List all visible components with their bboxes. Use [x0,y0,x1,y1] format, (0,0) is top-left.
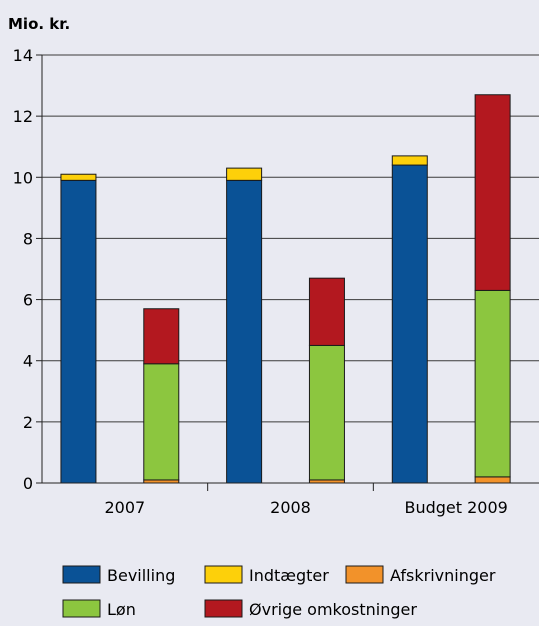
legend-label-afskrivninger: Afskrivninger [390,566,496,585]
bar-segment-l-n [308,344,345,481]
bar-segment-vrige-omkostninger [474,94,511,291]
legend-swatch-l-n [62,599,101,618]
bar-segment-vrige-omkostninger [308,277,345,346]
bar-segment-l-n [474,289,511,478]
legend-swatch-bevilling [62,565,101,584]
bar-segment-bevilling [391,164,428,484]
gridlines [42,54,539,423]
bar-segment-l-n [143,363,180,481]
legend-swatch-vrige-omkostninger [204,599,243,618]
bars [60,94,511,484]
legend-label-l-n: Løn [107,600,136,619]
axes [36,54,539,491]
x-tick-label: Budget 2009 [404,498,507,517]
x-tick-labels: 2007 2008 Budget 2009 [104,498,507,517]
legend-swatch-afskrivninger [345,565,384,584]
legend-label-indt-gter: Indtægter [249,566,329,585]
y-tick-label: 4 [23,352,33,371]
y-tick-label: 14 [13,46,33,65]
x-tick-label: 2007 [104,498,145,517]
bar-segment-afskrivninger [474,476,511,484]
x-tick-label: 2008 [270,498,311,517]
bar-segment-bevilling [226,179,263,484]
legend-label-bevilling: Bevilling [107,566,175,585]
bar-segment-vrige-omkostninger [143,308,180,365]
bar-segment-bevilling [60,179,97,484]
y-tick-label: 10 [13,168,33,187]
y-axis-title: Mio. kr. [8,15,70,33]
bar-segment-indt-gter [226,167,263,181]
legend-label-vrige-omkostninger: Øvrige omkostninger [249,600,417,619]
y-tick-labels: 0 2 4 6 8 10 12 14 [13,46,33,493]
legend-swatch-indt-gter [204,565,243,584]
y-tick-label: 6 [23,291,33,310]
y-tick-label: 12 [13,107,33,126]
bar-segment-indt-gter [60,173,97,181]
y-tick-label: 0 [23,474,33,493]
legend: Bevilling Indtægter Afskrivninger Løn Øvrige… [62,565,496,619]
y-tick-label: 2 [23,413,33,432]
y-tick-label: 8 [23,229,33,248]
bar-segment-indt-gter [391,155,428,166]
